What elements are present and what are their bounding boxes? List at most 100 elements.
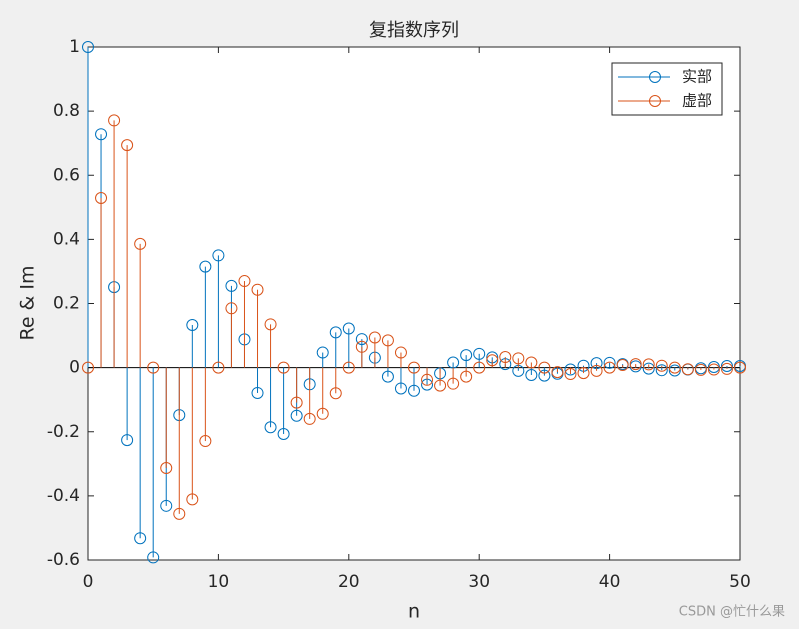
stem-marker [108,114,121,127]
stem-marker [82,41,94,53]
stem-marker [329,387,342,400]
stem-marker [720,362,733,375]
chart-title: 复指数序列 [369,20,459,41]
y-tick-label: -0.4 [47,486,80,506]
stem-marker [668,364,681,377]
stem-marker [551,366,564,379]
stem-marker [707,363,720,376]
stem-marker [199,260,212,273]
x-axis-label: n [408,601,420,623]
stem-marker [277,427,290,440]
stem-marker [147,551,160,564]
stem-marker [160,461,173,474]
stem-marker [381,334,394,347]
stem-marker [212,249,225,262]
stem-marker [564,363,577,376]
legend-box [611,62,723,116]
stem-marker [264,421,277,434]
stem-marker [134,237,147,250]
legend-label: 实部 [682,68,712,86]
y-axis-label: Re & Im [17,265,39,340]
stem-marker [82,361,94,374]
watermark: CSDN @忙什么果 [679,605,785,620]
stem-marker [303,412,316,425]
stem-marker [355,333,368,346]
stem-marker [486,354,499,367]
stem-marker [499,351,512,364]
x-tick-label: 30 [468,572,490,592]
stem-marker [408,384,420,397]
stem-marker [512,352,525,365]
stem-marker [316,407,329,420]
stem-marker [277,361,290,374]
stem-marker [368,331,381,344]
plot-area [87,46,741,561]
stem-marker [186,318,199,331]
stem-marker [212,361,225,374]
stem-marker [538,361,551,374]
x-tick-label: 50 [729,572,751,592]
stem-marker [525,368,538,381]
stem-marker [147,361,160,374]
stem-marker [694,363,707,376]
stem-marker [460,349,473,362]
stem-marker [525,356,538,369]
legend-marker [649,71,661,83]
stem-marker [590,364,603,377]
stem-marker [720,360,733,373]
stem-marker [225,279,238,292]
stem-marker [421,373,434,386]
stem-marker [434,379,447,392]
stem-marker [95,192,108,205]
stem-marker [121,139,134,152]
stem-marker [134,532,147,545]
stem-marker [473,347,486,360]
stem-marker [199,435,212,448]
stem-marker [447,377,460,390]
y-tick-label: 1 [69,37,80,57]
y-tick-label: 0 [69,358,80,378]
stem-marker [121,434,134,447]
stem-marker [629,358,642,371]
stem-marker [329,326,342,339]
stem-marker [603,361,616,374]
stem-marker [603,356,616,369]
stem-marker [681,363,694,376]
stem-marker [460,370,473,383]
stem-marker [290,396,303,409]
stem-marker [173,507,186,520]
stem-marker [251,283,264,296]
stem-marker [95,128,108,141]
stem-marker [408,361,420,374]
stem-marker [616,359,629,372]
stem-marker [642,358,655,371]
y-tick-label: 0.8 [53,101,80,121]
y-tick-label: 0.4 [53,229,80,249]
stem-marker [564,368,577,381]
y-tick-label: 0.2 [53,294,80,314]
stem-marker [707,360,720,373]
stem-marker [668,361,681,374]
stem-marker [342,322,355,335]
stem-marker [577,367,590,380]
legend-label: 虚部 [682,92,712,110]
y-tick-label: -0.2 [47,422,80,442]
stem-marker [381,370,394,383]
stem-marker [290,409,303,422]
stem-marker [394,382,407,395]
stem-marker [225,302,238,315]
stem-marker [251,386,264,399]
stem-marker [264,318,277,331]
x-tick-label: 10 [208,572,230,592]
stem-marker [186,493,199,506]
stem-marker [734,361,746,374]
stem-marker [538,369,551,382]
stem-marker [642,362,655,375]
stem-marker [473,361,486,374]
x-tick-label: 20 [338,572,360,592]
x-tick-label: 0 [83,572,94,592]
stem-marker [355,340,368,353]
x-tick-label: 40 [599,572,621,592]
stem-marker [655,359,668,372]
